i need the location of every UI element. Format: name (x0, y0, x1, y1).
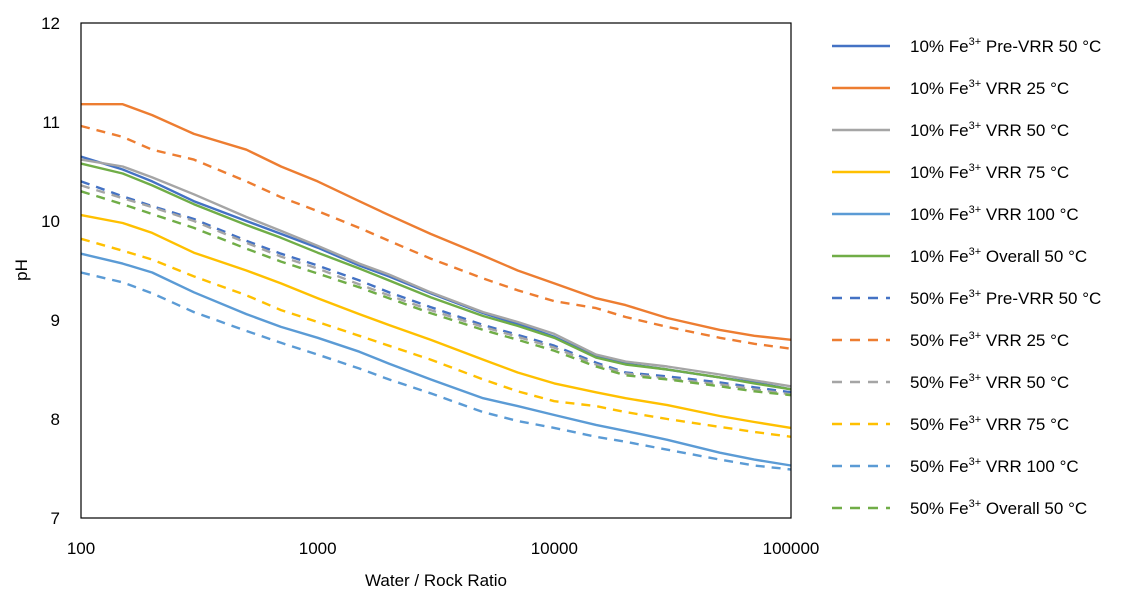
x-axis-title: Water / Rock Ratio (365, 571, 507, 590)
series-line-3 (80, 158, 792, 388)
legend-label-main: 50% Fe (910, 457, 969, 476)
x-tick-label: 100000 (763, 539, 820, 558)
legend-label-superscript: 3+ (969, 36, 982, 48)
legend-label-superscript: 3+ (969, 204, 982, 216)
y-tick-label: 12 (41, 14, 60, 33)
y-tick-label: 11 (42, 113, 60, 132)
series-line-12 (80, 190, 792, 397)
legend: 10% Fe3+ Pre-VRR 50 °C10% Fe3+ VRR 25 °C… (832, 36, 1101, 518)
legend-label-superscript: 3+ (969, 372, 982, 384)
legend-label-12: 50% Fe3+ Overall 50 °C (910, 498, 1087, 518)
legend-label-1: 10% Fe3+ Pre-VRR 50 °C (910, 36, 1101, 56)
legend-label-main: 10% Fe (910, 121, 969, 140)
legend-label-6: 10% Fe3+ Overall 50 °C (910, 246, 1087, 266)
series-line-6 (80, 162, 792, 391)
legend-label-rest: Overall 50 °C (981, 247, 1087, 266)
y-axis-title: pH (12, 259, 31, 281)
legend-label-main: 10% Fe (910, 37, 969, 56)
legend-label-superscript: 3+ (969, 414, 982, 426)
series-line-4 (80, 213, 792, 430)
legend-label-superscript: 3+ (969, 162, 982, 174)
plot-frame (80, 22, 792, 519)
legend-label-rest: VRR 100 °C (981, 457, 1079, 476)
legend-label-superscript: 3+ (969, 498, 982, 510)
y-tick-label: 10 (41, 212, 60, 231)
legend-label-rest: VRR 50 °C (981, 373, 1069, 392)
legend-label-9: 50% Fe3+ VRR 50 °C (910, 372, 1069, 392)
legend-label-superscript: 3+ (969, 120, 982, 132)
x-tick-label: 1000 (299, 539, 337, 558)
x-tick-label: 100 (67, 539, 95, 558)
y-tick-label: 8 (51, 410, 60, 429)
legend-label-10: 50% Fe3+ VRR 75 °C (910, 414, 1069, 434)
legend-label-5: 10% Fe3+ VRR 100 °C (910, 204, 1079, 224)
legend-label-rest: VRR 75 °C (981, 415, 1069, 434)
series-line-5 (80, 252, 792, 467)
y-tick-label: 7 (51, 509, 60, 528)
legend-label-main: 50% Fe (910, 415, 969, 434)
legend-label-rest: Pre-VRR 50 °C (981, 37, 1101, 56)
legend-label-rest: VRR 25 °C (981, 331, 1069, 350)
legend-label-3: 10% Fe3+ VRR 50 °C (910, 120, 1069, 140)
series-line-2 (81, 102, 792, 341)
legend-label-rest: Overall 50 °C (981, 499, 1087, 518)
legend-label-superscript: 3+ (969, 246, 982, 258)
legend-label-11: 50% Fe3+ VRR 100 °C (910, 456, 1079, 476)
legend-label-superscript: 3+ (969, 78, 982, 90)
series-line-7 (80, 180, 792, 394)
series-line-9 (80, 184, 792, 396)
legend-label-rest: VRR 75 °C (981, 163, 1069, 182)
legend-label-rest: Pre-VRR 50 °C (981, 289, 1101, 308)
x-tick-label: 10000 (531, 539, 578, 558)
legend-label-main: 50% Fe (910, 331, 969, 350)
legend-label-rest: VRR 100 °C (981, 205, 1079, 224)
series-line-8 (80, 124, 792, 350)
legend-label-main: 50% Fe (910, 289, 969, 308)
y-tick-label: 9 (51, 311, 60, 330)
legend-label-main: 10% Fe (910, 163, 969, 182)
legend-label-8: 50% Fe3+ VRR 25 °C (910, 330, 1069, 350)
legend-label-main: 10% Fe (910, 205, 969, 224)
series-line-11 (80, 271, 792, 471)
legend-label-2: 10% Fe3+ VRR 25 °C (910, 78, 1069, 98)
legend-label-rest: VRR 50 °C (981, 121, 1069, 140)
series-line-10 (80, 237, 792, 438)
legend-label-main: 10% Fe (910, 247, 969, 266)
legend-label-main: 50% Fe (910, 499, 969, 518)
y-axis-ticks: 7 8 9 10 11 12 (41, 14, 60, 528)
series-lines (80, 102, 792, 471)
legend-label-main: 10% Fe (910, 79, 969, 98)
legend-label-7: 50% Fe3+ Pre-VRR 50 °C (910, 288, 1101, 308)
x-axis-ticks: 100 1000 10000 100000 (67, 539, 820, 558)
legend-label-superscript: 3+ (969, 288, 982, 300)
legend-label-4: 10% Fe3+ VRR 75 °C (910, 162, 1069, 182)
legend-label-superscript: 3+ (969, 330, 982, 342)
legend-label-rest: VRR 25 °C (981, 79, 1069, 98)
legend-label-main: 50% Fe (910, 373, 969, 392)
legend-label-superscript: 3+ (969, 456, 982, 468)
